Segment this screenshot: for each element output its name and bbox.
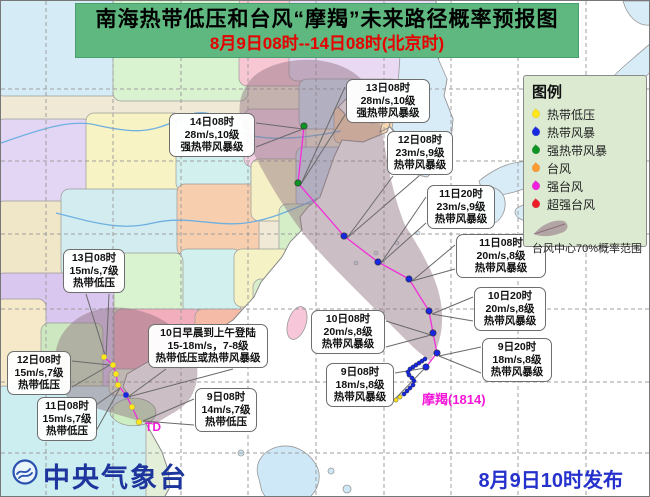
legend-item: 超强台风: [530, 195, 638, 213]
callout-leaders: [71, 86, 482, 432]
yagi-name-label: 摩羯(1814): [422, 392, 486, 407]
tropical-storm-icon: [530, 126, 542, 138]
legend: 图例 热带低压 热带风暴 强热带风暴 台风 强台风 超强台风: [523, 75, 647, 255]
legend-item: 强热带风暴: [530, 141, 638, 159]
callout-yagi-11d20: 11日20时 23m/s,9级 热带风暴级: [427, 185, 495, 229]
title-banner: 南海热带低压和台风“摩羯”未来路径概率预报图 8月9日08时--14日08时(北…: [75, 3, 579, 58]
legend-item: 热带风暴: [530, 123, 638, 141]
taiwan: [286, 306, 308, 340]
storm-tracks: [100, 122, 441, 426]
issue-time: 8月9日10时发布: [478, 470, 624, 492]
cma-logo: [12, 459, 38, 485]
legend-title: 图例: [532, 84, 563, 101]
callout-yagi-10d20: 10日20时 20m/s,8级 热带风暴级: [474, 287, 546, 331]
callout-yagi-10d08: 10日08时 20m/s,8级 热带风暴级: [311, 310, 385, 354]
callout-td-13d08: 13日08时 15m/s,7级 热带低压: [63, 249, 125, 293]
tropical-depression-icon: [530, 108, 542, 120]
severe-typhoon-icon: [530, 180, 542, 192]
hainan: [109, 397, 157, 427]
callout-yagi-9d08: 9日08时 18m/s,8级 热带风暴级: [326, 363, 394, 407]
severe-tropical-storm-icon: [530, 144, 542, 156]
probability-cone-yagi: [239, 59, 443, 361]
map-subtitle: 8月9日08时--14日08时(北京时): [209, 34, 445, 53]
callout-yagi-13d08: 13日08时 28m/s,10级 强热带风暴级: [346, 79, 430, 123]
callout-yagi-9d20: 9日20时 18m/s,8级 热带风暴级: [482, 338, 552, 382]
td-name-label: TD: [145, 420, 161, 434]
map-title: 南海热带低压和台风“摩羯”未来路径概率预报图: [95, 8, 559, 31]
legend-cone-row: [532, 213, 638, 239]
agency-name: 中央气象台: [43, 463, 188, 493]
probability-cone-icon: [533, 220, 568, 237]
super-typhoon-icon: [530, 198, 542, 210]
legend-cone-label: 台风中心70%概率范围: [532, 243, 643, 255]
legend-item: 热带低压: [530, 105, 638, 123]
callout-yagi-12d08: 12日08时 23m/s,9级 热带风暴级: [387, 131, 453, 175]
philippines: [237, 445, 352, 496]
legend-item: 强台风: [530, 177, 638, 195]
callout-yagi-14d08: 14日08时 28m/s,10级 强热带风暴级: [169, 113, 255, 157]
callout-td-landfall: 10日早晨到上午登陆 15-18m/s，7-8级 热带低压或热带风暴级: [148, 324, 268, 368]
callout-td-11d08: 11日08时 15m/s,7级 热带低压: [37, 397, 97, 441]
legend-item: 台风: [530, 159, 638, 177]
callout-td-9d08: 9日08时 14m/s,7级 热带低压: [195, 388, 257, 432]
callout-td-12d08: 12日08时 15m/s,7级 热带低压: [7, 351, 71, 395]
typhoon-icon: [530, 162, 542, 174]
